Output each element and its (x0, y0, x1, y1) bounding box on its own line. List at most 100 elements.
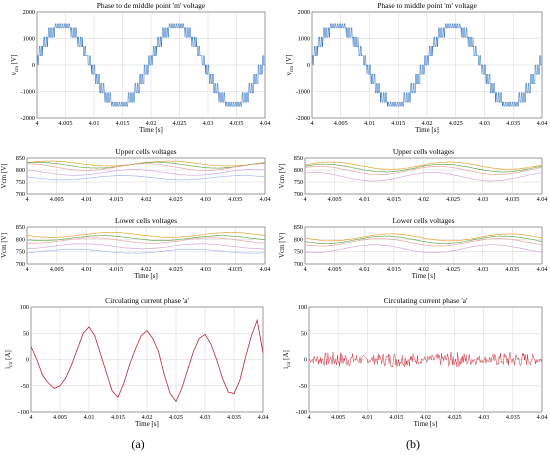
y-axis-label: vcm [V] (285, 54, 295, 75)
x-tick-label: 4.03 (200, 266, 211, 273)
y-tick-label: 850 (294, 155, 303, 162)
series-group (309, 351, 542, 368)
voltage-trace (37, 23, 265, 107)
x-tick-label: 4.005 (53, 414, 67, 421)
voltage-trace (312, 23, 542, 107)
chart-title: Lower cells voltages (115, 216, 177, 225)
x-tick-label: 4.04 (258, 414, 269, 421)
y-tick-label: 0 (32, 62, 35, 69)
cell-voltage-trace (305, 244, 542, 254)
x-tick-label: 4.03 (200, 196, 211, 203)
x-tick-label: 4 (310, 120, 313, 127)
y-tick-label: 750 (294, 179, 303, 186)
x-tick-label: 4 (29, 414, 32, 421)
chart-title: Phase to middle point 'm' voltage (377, 1, 477, 10)
chart-title: Upper cells voltages (115, 147, 176, 156)
x-tick-label: 4.025 (449, 120, 463, 127)
current-trace (31, 318, 263, 403)
x-tick-label: 4.02 (418, 266, 429, 273)
cell-voltage-trace (27, 174, 265, 181)
x-tick-label: 4.01 (364, 120, 375, 127)
x-tick-label: 4.01 (84, 414, 95, 421)
x-tick-label: 4.005 (331, 414, 345, 421)
x-axis-label: Time [s] (135, 420, 159, 428)
chart-title: Upper cells voltages (393, 147, 454, 156)
x-tick-label: 4.005 (334, 120, 348, 127)
x-tick-label: 4.02 (141, 196, 152, 203)
y-tick-label: 0 (307, 62, 310, 69)
chart-b-current: Circulating current phase 'a' 4 4.005 4.01 4… (282, 296, 547, 428)
x-tick-label: 4.005 (328, 266, 342, 273)
x-tick-label: 4 (35, 120, 38, 127)
x-tick-label: 4.01 (362, 414, 373, 421)
x-tick-label: 4.01 (81, 196, 92, 203)
x-tick-label: 4.03 (477, 196, 488, 203)
y-tick-label: 850 (16, 224, 25, 231)
chart-title: Circulating current phase 'a' (384, 296, 468, 305)
cell-voltage-trace (27, 161, 265, 169)
x-tick-label: 4.005 (50, 266, 64, 273)
y-tick-label: 800 (16, 236, 25, 243)
x-tick-label: 4.03 (203, 120, 214, 127)
x-tick-label: 4.035 (227, 414, 241, 421)
current-trace (309, 351, 542, 368)
y-tick-label: 0 (26, 357, 29, 364)
chart-b-upper: Upper cells voltages 4 4.005 4.01 4.015 4.02 4… (278, 147, 547, 203)
cell-voltage-trace (305, 238, 542, 247)
y-tick-label: 700 (294, 191, 303, 198)
x-tick-label: 4.01 (89, 120, 100, 127)
y-tick-label: 750 (294, 249, 303, 256)
cell-voltage-trace (27, 231, 265, 238)
series-group (27, 160, 265, 181)
y-tick-label: 2000 (23, 9, 35, 16)
cell-voltage-trace (305, 165, 542, 176)
x-tick-label: 4 (303, 196, 306, 203)
x-tick-label: 4.015 (387, 196, 401, 203)
y-tick-label: -50 (21, 383, 29, 390)
y-tick-label: -100 (18, 409, 29, 416)
x-tick-label: 4.025 (446, 266, 460, 273)
x-tick-label: 4.015 (391, 120, 405, 127)
y-tick-label: 1000 (23, 36, 35, 43)
y-axis-label: icir [A] (282, 350, 292, 369)
x-tick-label: 4.035 (505, 196, 519, 203)
y-tick-label: 700 (294, 261, 303, 268)
x-tick-label: 4 (303, 266, 306, 273)
x-tick-label: 4.03 (477, 266, 488, 273)
x-tick-label: 4.04 (537, 120, 548, 127)
y-axis-label: icir [A] (4, 350, 14, 369)
series-group (37, 23, 265, 107)
x-tick-label: 4.02 (142, 414, 153, 421)
chart-b-voltage: Phase to middle point 'm' voltage 4 4.005 4… (285, 1, 547, 134)
x-tick-label: 4.01 (359, 196, 370, 203)
y-tick-label: 1000 (298, 36, 310, 43)
chart-a-upper: Upper cells voltages 4 4.005 4.01 4.015 4.02 4… (0, 147, 270, 203)
x-tick-label: 4.025 (169, 196, 183, 203)
y-axis-label: vcm [V] (10, 54, 20, 75)
x-tick-label: 4.04 (537, 196, 548, 203)
x-tick-label: 4.025 (169, 414, 183, 421)
x-tick-label: 4.035 (228, 196, 242, 203)
y-tick-label: 100 (20, 304, 29, 311)
x-axis-label: Time [s] (139, 126, 163, 134)
series-group (305, 233, 542, 254)
x-tick-label: 4.015 (109, 196, 123, 203)
x-tick-label: 4.02 (420, 414, 431, 421)
x-tick-label: 4.04 (537, 414, 548, 421)
y-tick-label: -1000 (296, 89, 310, 96)
cell-voltage-trace (27, 248, 265, 254)
cell-voltage-trace (305, 161, 542, 170)
x-tick-label: 4.04 (260, 266, 271, 273)
y-tick-label: 800 (294, 236, 303, 243)
x-tick-label: 4.025 (446, 196, 460, 203)
cell-voltage-trace (305, 235, 542, 244)
x-tick-label: 4.015 (109, 266, 123, 273)
y-tick-label: -1000 (21, 89, 35, 96)
y-tick-label: 50 (23, 330, 29, 337)
x-tick-label: 4.005 (50, 196, 64, 203)
chart-a-current: Circulating current phase 'a' 4 4.005 4.01 4… (4, 296, 268, 428)
x-tick-label: 4.04 (537, 266, 548, 273)
cell-voltage-trace (27, 163, 265, 172)
x-tick-label: 4.015 (387, 266, 401, 273)
y-axis-label: Vcm [V] (278, 163, 286, 188)
